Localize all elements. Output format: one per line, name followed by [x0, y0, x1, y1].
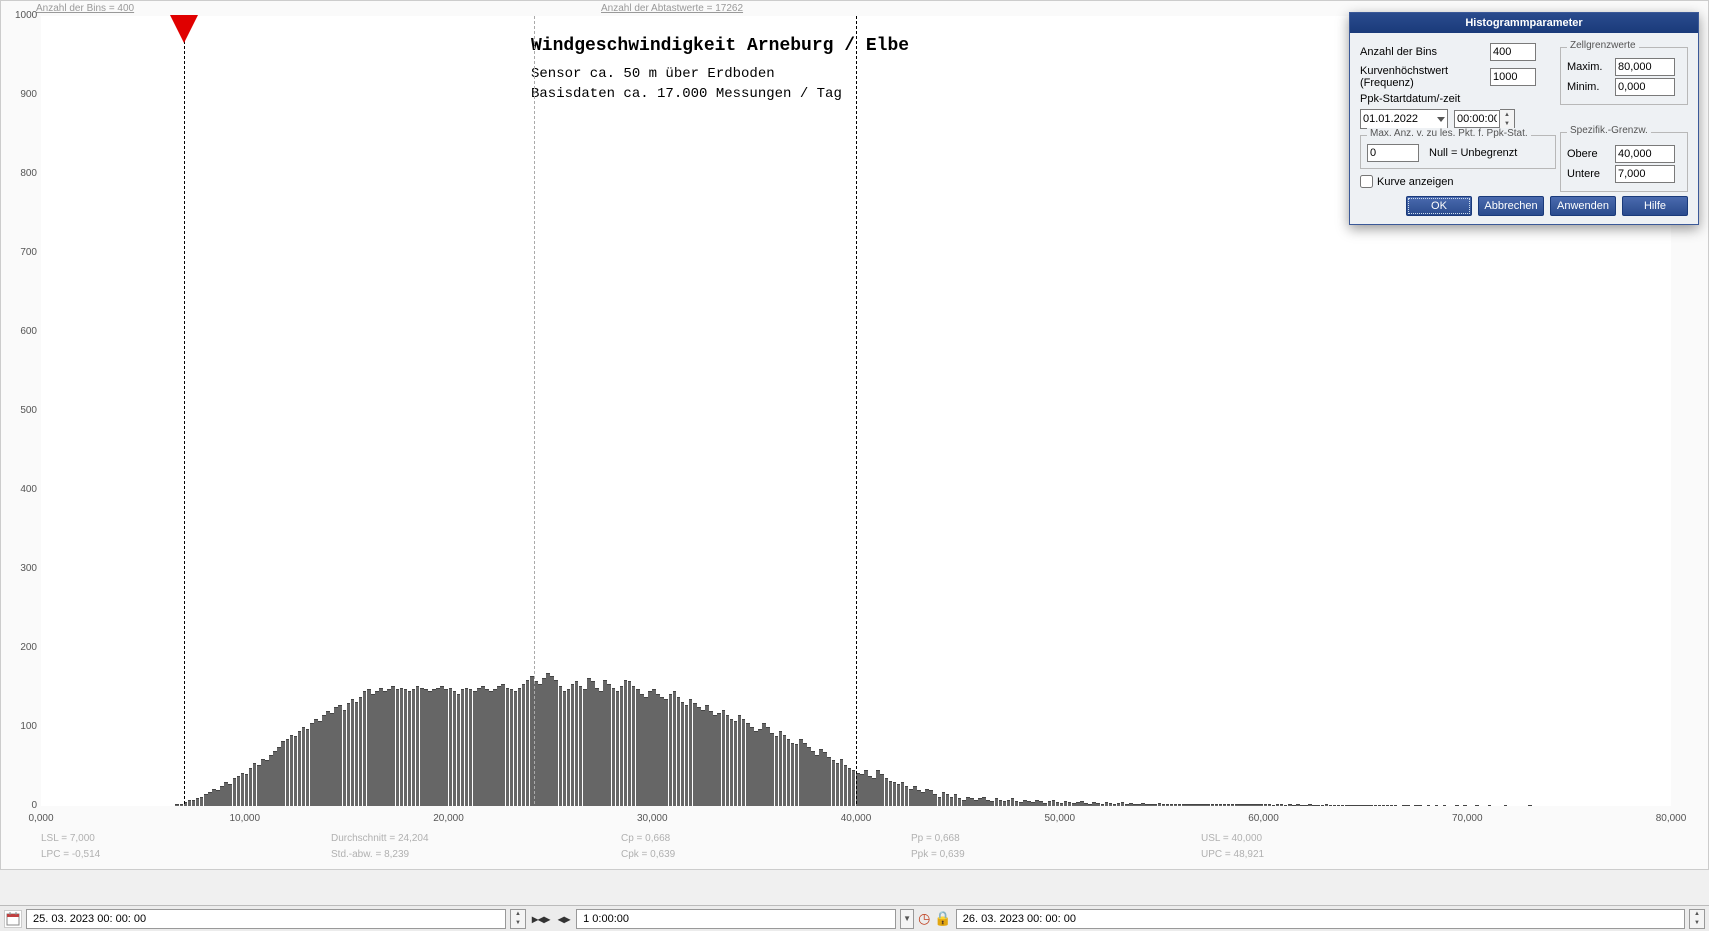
- anwenden-button[interactable]: Anwenden: [1550, 196, 1616, 216]
- stat-durchschnitt: Durchschnitt = 24,204: [331, 833, 621, 844]
- end-spin[interactable]: ▲ ▼: [1689, 909, 1705, 929]
- ok-button[interactable]: OK: [1406, 196, 1472, 216]
- spezifik-grenzw-fieldset: Spezifik.-Grenzw. Obere Untere: [1560, 132, 1688, 192]
- end-datetime-field[interactable]: 26. 03. 2023 00: 00: 00: [956, 909, 1685, 929]
- max-anz-fieldset: Max. Anz. v. zu les. Pkt. f. Ppk-Stat. N…: [1360, 135, 1556, 169]
- stat-lpc: LPC = -0,514: [41, 849, 331, 860]
- bins-label: Anzahl der Bins: [1360, 46, 1490, 58]
- zell-min-input[interactable]: [1615, 78, 1675, 96]
- kurve-anzeigen-checkbox[interactable]: [1360, 175, 1373, 188]
- header-bins-text: Anzahl der Bins = 400: [36, 3, 134, 14]
- date-value: 01.01.2022: [1363, 113, 1418, 125]
- header-samples-text: Anzahl der Abtastwerte = 17262: [601, 3, 743, 14]
- nav-step-expand-icon[interactable]: ◂▸: [556, 912, 572, 926]
- lock-icon[interactable]: 🔒: [934, 910, 951, 927]
- usl-marker-line: [856, 16, 857, 804]
- spez-obere-label: Obere: [1567, 148, 1615, 160]
- spin-down-icon[interactable]: ▼: [1690, 919, 1704, 928]
- spez-obere-input[interactable]: [1615, 145, 1675, 163]
- start-spin[interactable]: ▲ ▼: [510, 909, 526, 929]
- bins-input[interactable]: [1490, 43, 1536, 61]
- chevron-down-icon: [1437, 117, 1445, 122]
- zellgrenzwerte-fieldset: Zellgrenzwerte Maxim. Minim.: [1560, 47, 1688, 105]
- time-input[interactable]: [1454, 110, 1500, 128]
- spez-untere-input[interactable]: [1615, 165, 1675, 183]
- spin-down-icon[interactable]: ▼: [511, 919, 525, 928]
- kurven-label: Kurvenhöchstwert (Frequenz): [1360, 65, 1490, 89]
- red-arrow-marker[interactable]: [170, 15, 198, 43]
- stat-cp: Cp = 0,668: [621, 833, 911, 844]
- zell-min-label: Minim.: [1567, 81, 1615, 93]
- zell-max-input[interactable]: [1615, 58, 1675, 76]
- stats-row-2: LPC = -0,514 Std.-abw. = 8,239 Cpk = 0,6…: [41, 849, 1671, 860]
- calendar-icon[interactable]: [4, 910, 22, 928]
- spin-buttons[interactable]: ▲ ▼: [1500, 109, 1515, 129]
- zell-max-label: Maxim.: [1567, 61, 1615, 73]
- end-datetime-value: 26. 03. 2023 00: 00: 00: [963, 913, 1076, 925]
- date-combo[interactable]: 01.01.2022: [1360, 109, 1448, 129]
- start-datetime-value: 25. 03. 2023 00: 00: 00: [33, 913, 146, 925]
- stat-pp: Pp = 0,668: [911, 833, 1201, 844]
- spin-up-icon[interactable]: ▲: [511, 910, 525, 919]
- zell-legend: Zellgrenzwerte: [1567, 40, 1639, 51]
- stat-usl: USL = 40,000: [1201, 833, 1491, 844]
- spin-up-icon[interactable]: ▲: [1690, 910, 1704, 919]
- chevron-down-icon: ▼: [903, 914, 911, 923]
- dialog-title: Histogrammparameter: [1350, 13, 1698, 33]
- histogram-params-dialog: Histogrammparameter Anzahl der Bins Kurv…: [1349, 12, 1699, 225]
- spin-down-icon[interactable]: ▼: [1500, 119, 1514, 128]
- clock-icon[interactable]: ◷: [918, 910, 930, 927]
- nav-step-forward-icon[interactable]: ▸◂▸: [530, 912, 552, 926]
- spez-untere-label: Untere: [1567, 168, 1615, 180]
- stat-lsl: LSL = 7,000: [41, 833, 331, 844]
- start-datetime-field[interactable]: 25. 03. 2023 00: 00: 00: [26, 909, 506, 929]
- abbrechen-button[interactable]: Abbrechen: [1478, 196, 1544, 216]
- dialog-left-panel: Anzahl der Bins Kurvenhöchstwert (Freque…: [1360, 43, 1558, 188]
- hilfe-button[interactable]: Hilfe: [1622, 196, 1688, 216]
- span-value: 1 0:00:00: [583, 913, 629, 925]
- max-anz-legend: Max. Anz. v. zu les. Pkt. f. Ppk-Stat.: [1367, 128, 1531, 139]
- stat-stdabw: Std.-abw. = 8,239: [331, 849, 621, 860]
- span-field[interactable]: 1 0:00:00: [576, 909, 896, 929]
- stat-cpk: Cpk = 0,639: [621, 849, 911, 860]
- ppk-start-label: Ppk-Startdatum/-zeit: [1360, 93, 1490, 105]
- kurve-anzeigen-label: Kurve anzeigen: [1377, 176, 1453, 188]
- time-spinner[interactable]: ▲ ▼: [1454, 109, 1515, 129]
- spez-legend: Spezifik.-Grenzw.: [1567, 125, 1651, 136]
- stat-ppk: Ppk = 0,639: [911, 849, 1201, 860]
- kurven-input[interactable]: [1490, 68, 1536, 86]
- dialog-buttons: OK Abbrechen Anwenden Hilfe: [1360, 196, 1688, 216]
- spin-up-icon[interactable]: ▲: [1500, 110, 1514, 119]
- stat-upc: UPC = 48,921: [1201, 849, 1491, 860]
- bottom-toolbar: 25. 03. 2023 00: 00: 00 ▲ ▼ ▸◂▸ ◂▸ 1 0:0…: [0, 905, 1709, 931]
- lsl-marker-line: [184, 16, 185, 804]
- mean-marker-line: [534, 16, 535, 804]
- dialog-body: Anzahl der Bins Kurvenhöchstwert (Freque…: [1350, 33, 1698, 224]
- max-anz-hint: Null = Unbegrenzt: [1429, 147, 1517, 159]
- stats-row-1: LSL = 7,000 Durchschnitt = 24,204 Cp = 0…: [41, 833, 1671, 844]
- max-anz-input[interactable]: [1367, 144, 1419, 162]
- span-dropdown[interactable]: ▼: [900, 909, 914, 929]
